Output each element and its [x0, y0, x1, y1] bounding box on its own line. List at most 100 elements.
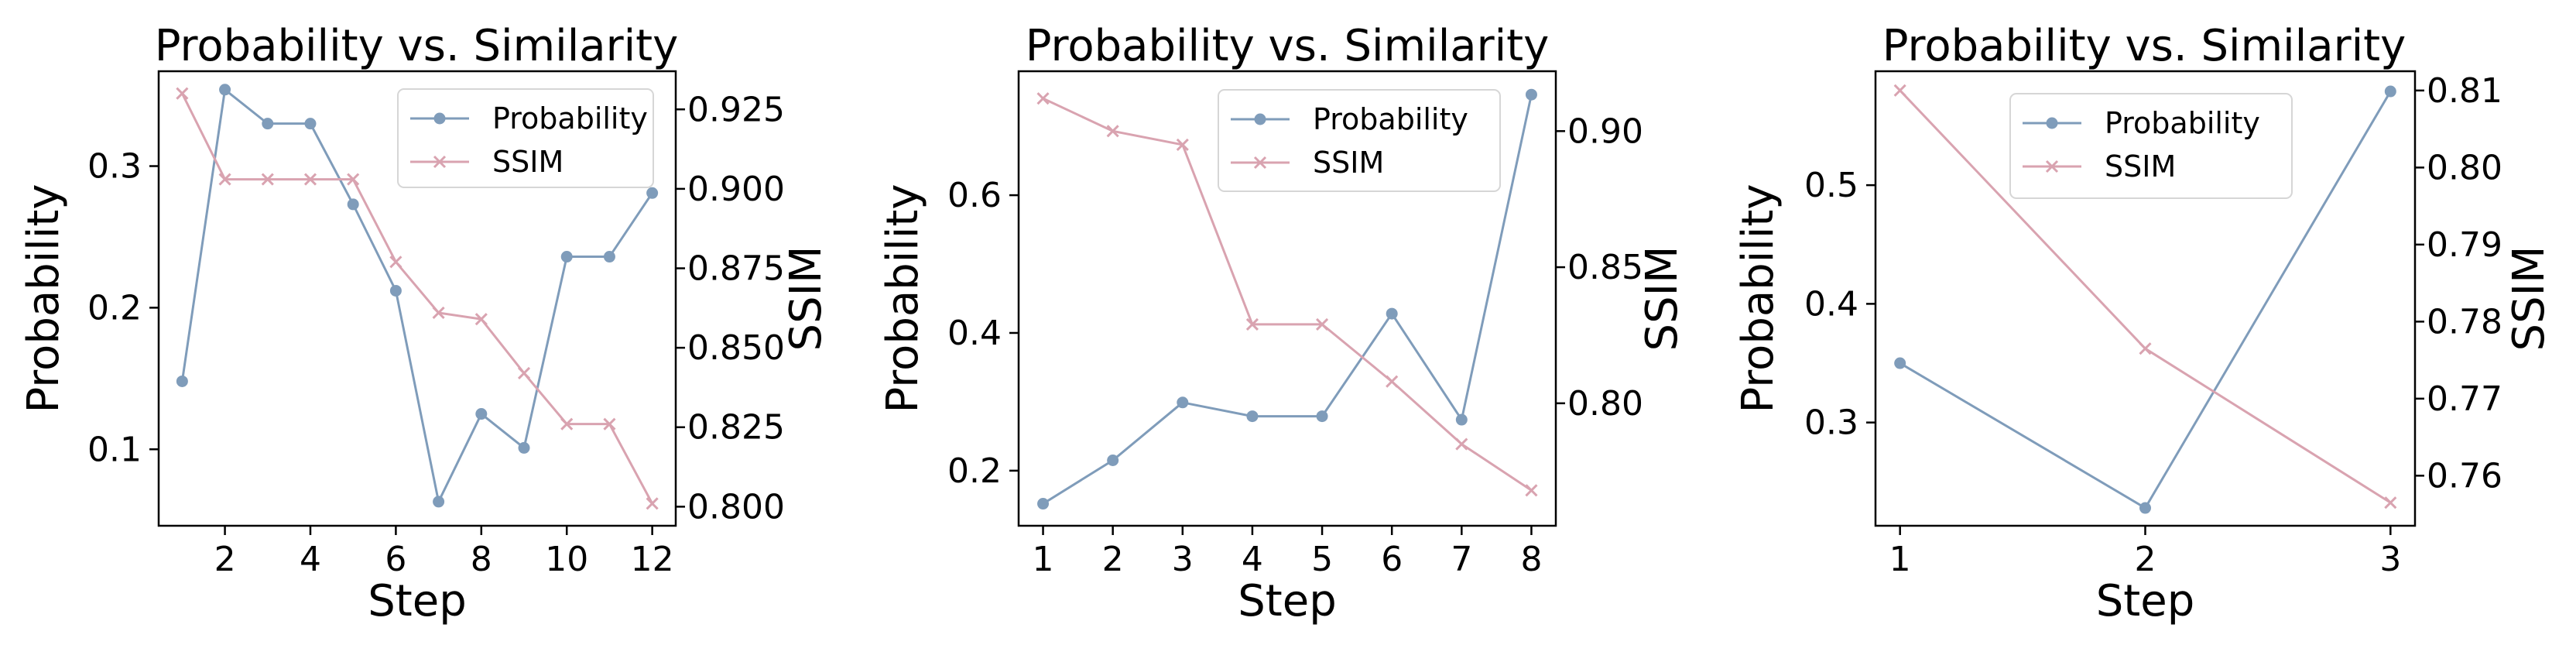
- y-right-tick-label: 0.81: [2427, 71, 2502, 111]
- x-tick-label: 10: [545, 540, 588, 579]
- data-point-ssim: [1315, 317, 1329, 331]
- data-point-ssim: [347, 173, 360, 186]
- series-line-probability: [1042, 94, 1533, 505]
- x-axis-label: Step: [1238, 576, 1337, 626]
- legend-label-ssim: SSIM: [2105, 149, 2176, 184]
- data-point-ssim: [432, 306, 445, 320]
- data-point-probability: [1455, 413, 1468, 426]
- chart-2: Probability vs. Similarity 1 2 3 4 5 6 7 8 Step 0.…: [878, 21, 1687, 626]
- plot-area-frame: [1017, 70, 1557, 527]
- y-right-tick-label: 0.78: [2427, 302, 2502, 341]
- y-left-tick-label: 0.3: [1804, 403, 1858, 443]
- data-point-probability: [1894, 357, 1906, 369]
- y-left-tick-label: 0.4: [1804, 284, 1858, 324]
- data-point-probability: [1246, 410, 1259, 423]
- legend-label-probability: Probability: [492, 101, 648, 136]
- data-point-probability: [304, 118, 317, 130]
- y-right-tick-label: 0.77: [2427, 379, 2502, 419]
- y-left-tick-label: 0.3: [87, 147, 142, 187]
- data-point-ssim: [303, 173, 317, 186]
- y-right-tick-label: 0.850: [687, 328, 785, 368]
- legend: Probability SSIM: [2009, 93, 2293, 199]
- x-tick-label: 6: [385, 540, 406, 579]
- y-right-tick-label: 0.76: [2427, 456, 2502, 496]
- y-left-tick-label: 0.5: [1804, 166, 1858, 205]
- data-point-probability: [433, 496, 445, 508]
- data-point-probability: [347, 198, 359, 211]
- data-point-probability: [1316, 410, 1328, 423]
- y-right-tick-label: 0.79: [2427, 225, 2502, 265]
- x-tick-label: 7: [1451, 540, 1472, 579]
- data-point-probability: [2139, 502, 2151, 514]
- chart-3: Probability vs. Similarity 1 2 3 Step 0.3 0.4 0…: [1733, 21, 2554, 626]
- series-line-probability: [180, 87, 653, 506]
- chart-1: Probability vs. Similarity 2 4 6 8 10 12 Step 0.…: [19, 21, 831, 626]
- data-point-probability: [1525, 88, 1537, 101]
- legend: Probability SSIM: [1218, 89, 1501, 192]
- chart-title: Probability vs. Similarity: [155, 21, 679, 71]
- legend-marker-probability: [2046, 117, 2058, 129]
- data-point-ssim: [517, 366, 531, 380]
- data-point-ssim: [646, 497, 659, 510]
- legend-label-ssim: SSIM: [492, 145, 564, 179]
- data-point-probability: [475, 408, 488, 420]
- legend-marker-probability: [1254, 113, 1266, 125]
- data-point-ssim: [2384, 496, 2397, 509]
- y-right-tick-label: 0.825: [687, 408, 785, 448]
- y-left-tick-label: 0.6: [947, 176, 1002, 215]
- x-tick-label: 2: [2135, 540, 2156, 579]
- legend-marker-ssim: [1253, 156, 1267, 170]
- y-right-tick-label: 0.925: [687, 90, 785, 129]
- x-axis-label: Step: [2096, 576, 2195, 626]
- data-point-ssim: [1245, 317, 1259, 331]
- x-axis-label: Step: [368, 576, 467, 626]
- data-point-ssim: [1106, 125, 1119, 138]
- y-right-tick-label: 0.800: [687, 487, 785, 527]
- data-point-ssim: [176, 87, 189, 100]
- data-point-probability: [1177, 396, 1189, 409]
- x-tick-label: 5: [1311, 540, 1333, 579]
- legend-box: [1218, 89, 1501, 192]
- data-point-probability: [2384, 85, 2396, 98]
- data-point-ssim: [2139, 342, 2152, 355]
- y-left-axis-label: Probability: [878, 184, 928, 413]
- x-tick-label: 6: [1381, 540, 1403, 579]
- data-point-probability: [389, 284, 402, 297]
- legend-marker-ssim: [2045, 160, 2059, 173]
- data-point-probability: [1107, 455, 1119, 467]
- chart-title: Probability vs. Similarity: [1882, 21, 2406, 71]
- data-point-ssim: [218, 173, 231, 186]
- data-point-ssim: [1893, 84, 1906, 97]
- data-point-probability: [560, 251, 573, 263]
- y-left-tick-label: 0.4: [947, 314, 1002, 353]
- data-point-ssim: [1525, 484, 1538, 497]
- data-point-probability: [219, 84, 231, 96]
- data-point-probability: [603, 251, 615, 263]
- y-right-tick-label: 0.85: [1567, 248, 1643, 287]
- y-right-axis-label: SSIM: [781, 246, 831, 352]
- data-point-ssim: [389, 256, 402, 269]
- data-point-ssim: [1386, 375, 1399, 388]
- y-right-tick-label: 0.875: [687, 249, 785, 289]
- legend-label-probability: Probability: [2105, 106, 2260, 140]
- x-tick-label: 3: [2379, 540, 2401, 579]
- y-right-tick-label: 0.900: [687, 170, 785, 209]
- y-right-tick-label: 0.80: [1567, 384, 1643, 424]
- x-tick-label: 4: [1242, 540, 1263, 579]
- data-point-probability: [518, 441, 530, 454]
- y-left-axis-label: Probability: [1733, 184, 1783, 413]
- legend: Probability SSIM: [397, 88, 654, 188]
- chart-title: Probability vs. Similarity: [1026, 21, 1550, 71]
- data-point-probability: [1386, 307, 1398, 320]
- x-tick-label: 2: [1102, 540, 1124, 579]
- x-tick-label: 2: [214, 540, 236, 579]
- y-right-axis-label: SSIM: [1637, 246, 1687, 352]
- legend-marker-ssim: [433, 155, 447, 169]
- series-line-ssim: [181, 93, 653, 504]
- data-point-probability: [646, 187, 659, 199]
- data-point-ssim: [474, 313, 488, 326]
- x-tick-label: 1: [1889, 540, 1911, 579]
- y-left-tick-label: 0.1: [87, 430, 142, 469]
- y-right-axis-label: SSIM: [2504, 246, 2554, 352]
